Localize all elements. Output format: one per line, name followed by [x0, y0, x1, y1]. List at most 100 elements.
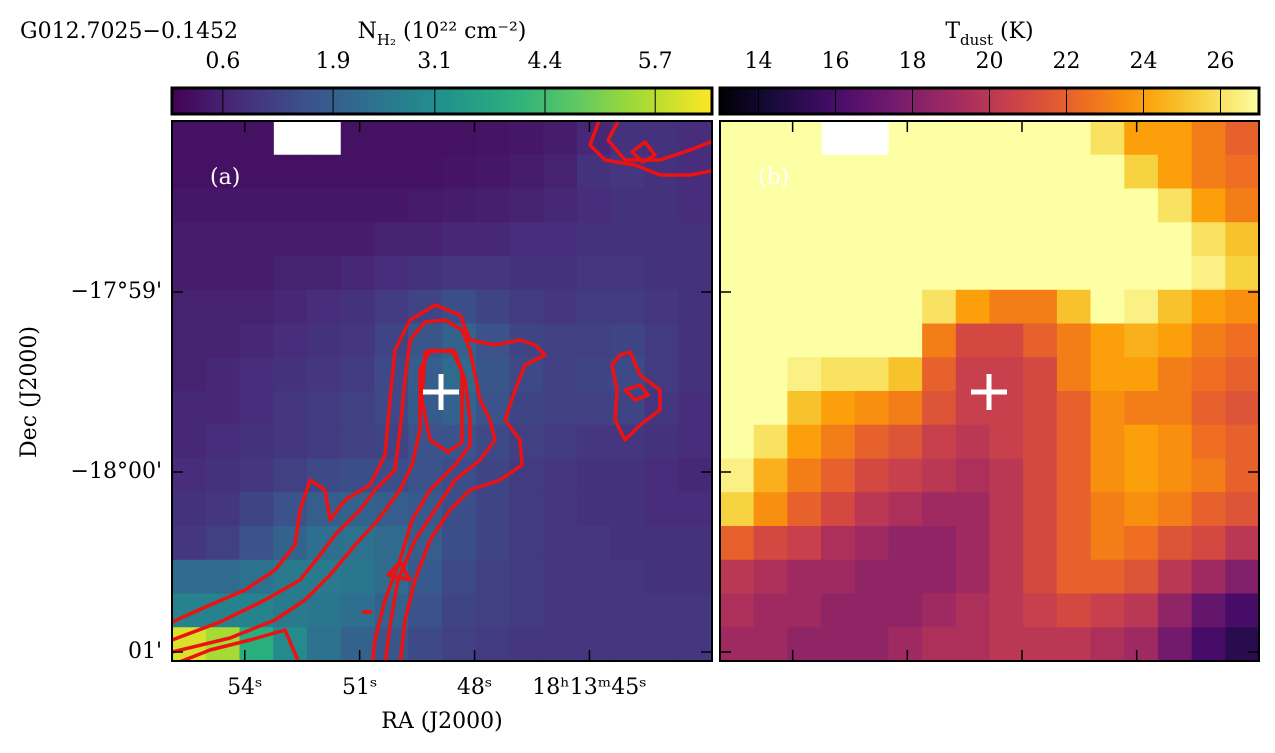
map-pixel	[787, 492, 822, 527]
map-pixel	[1023, 121, 1058, 156]
map-pixel	[678, 526, 713, 561]
map-pixel	[922, 492, 957, 527]
map-pixel	[1090, 627, 1125, 662]
map-pixel	[955, 121, 991, 156]
map-pixel	[543, 256, 578, 291]
map-pixel	[442, 526, 477, 561]
map-pixel	[1124, 559, 1159, 595]
map-pixel	[1090, 593, 1125, 628]
colorbar-label: Tdust (K)	[945, 19, 1033, 49]
map-pixel	[307, 627, 342, 662]
map-pixel	[172, 222, 207, 257]
map-pixel	[821, 154, 856, 190]
map-pixel	[239, 222, 274, 257]
map-pixel	[172, 357, 207, 392]
map-pixel	[888, 492, 923, 527]
contour	[172, 318, 497, 661]
map-pixel	[753, 492, 788, 527]
map-pixel	[1056, 154, 1092, 190]
x-tick-label: 51ˢ	[342, 675, 377, 700]
map-pixel	[610, 289, 646, 325]
map-pixel	[821, 323, 856, 358]
map-pixel	[821, 627, 856, 662]
map-pixel	[1023, 154, 1058, 190]
map-pixel	[239, 154, 274, 190]
map-pixel	[273, 526, 308, 561]
map-pixel	[678, 289, 713, 325]
map-pixel	[509, 391, 544, 426]
map-pixel	[205, 526, 241, 561]
map-pixel	[720, 627, 755, 662]
map-pixel	[172, 424, 207, 460]
map-pixel	[205, 492, 241, 527]
map-pixel	[172, 289, 207, 325]
map-pixel	[955, 559, 991, 595]
map-pixel	[1056, 323, 1092, 358]
map-pixel	[720, 121, 755, 156]
map-pixel	[1124, 391, 1159, 426]
map-pixel	[644, 222, 679, 257]
map-pixel	[922, 424, 957, 460]
map-pixel	[205, 357, 241, 392]
map-pixel	[509, 559, 544, 595]
map-pixel	[205, 323, 241, 358]
map-pixel	[509, 627, 544, 662]
map-pixel	[340, 188, 376, 223]
map-pixel	[955, 458, 991, 493]
map-pixel	[307, 492, 342, 527]
map-pixel	[922, 593, 957, 628]
map-pixel	[172, 492, 207, 527]
map-pixel	[509, 289, 544, 325]
maps	[172, 121, 1260, 662]
map-pixel	[888, 188, 923, 223]
map-pixel	[644, 593, 679, 628]
map-pixel	[1056, 188, 1092, 223]
map-pixel	[955, 391, 991, 426]
map-pixel	[989, 289, 1024, 325]
map-pixel	[577, 593, 612, 628]
map-pixel	[1157, 559, 1193, 595]
colorbar-tick-label: 18	[899, 49, 927, 74]
map-pixel	[1023, 323, 1058, 358]
map-pixel	[340, 391, 376, 426]
map-pixel	[1191, 222, 1226, 257]
map-pixel	[610, 559, 646, 595]
map-pixel	[340, 289, 376, 325]
map-pixel	[475, 154, 511, 190]
map-pixel	[989, 593, 1024, 628]
map-pixel	[720, 222, 755, 257]
colorbar-tick-label: 24	[1130, 49, 1158, 74]
map-pixel	[955, 526, 991, 561]
map-pixel	[577, 391, 612, 426]
map-pixel	[1157, 593, 1193, 628]
map-pixel	[273, 289, 308, 325]
map-pixel	[374, 154, 409, 190]
map-pixel	[442, 289, 477, 325]
map-pixel	[644, 526, 679, 561]
map-pixel	[340, 256, 376, 291]
map-pixel	[1191, 593, 1226, 628]
map-pixel	[888, 458, 923, 493]
map-pixel	[1225, 424, 1260, 460]
map-pixel	[408, 627, 443, 662]
map-pixel	[1225, 391, 1260, 426]
map-pixel	[475, 121, 511, 156]
map-pixel	[678, 458, 713, 493]
map-pixel	[955, 256, 991, 291]
map-pixel	[1157, 121, 1193, 156]
map-pixel	[1124, 492, 1159, 527]
contour	[420, 348, 464, 454]
map-pixel	[955, 357, 991, 392]
map-pixel	[577, 559, 612, 595]
contour	[610, 350, 662, 442]
colorbar-tick-label: 4.4	[527, 49, 562, 74]
map-pixel	[821, 458, 856, 493]
map-pixel	[1090, 424, 1125, 460]
map-pixel	[475, 627, 511, 662]
map-pixel	[1225, 357, 1260, 392]
contour	[177, 628, 301, 661]
map-pixel	[922, 391, 957, 426]
map-pixel	[1023, 627, 1058, 662]
map-pixel	[1157, 492, 1193, 527]
map-pixel	[1225, 458, 1260, 493]
